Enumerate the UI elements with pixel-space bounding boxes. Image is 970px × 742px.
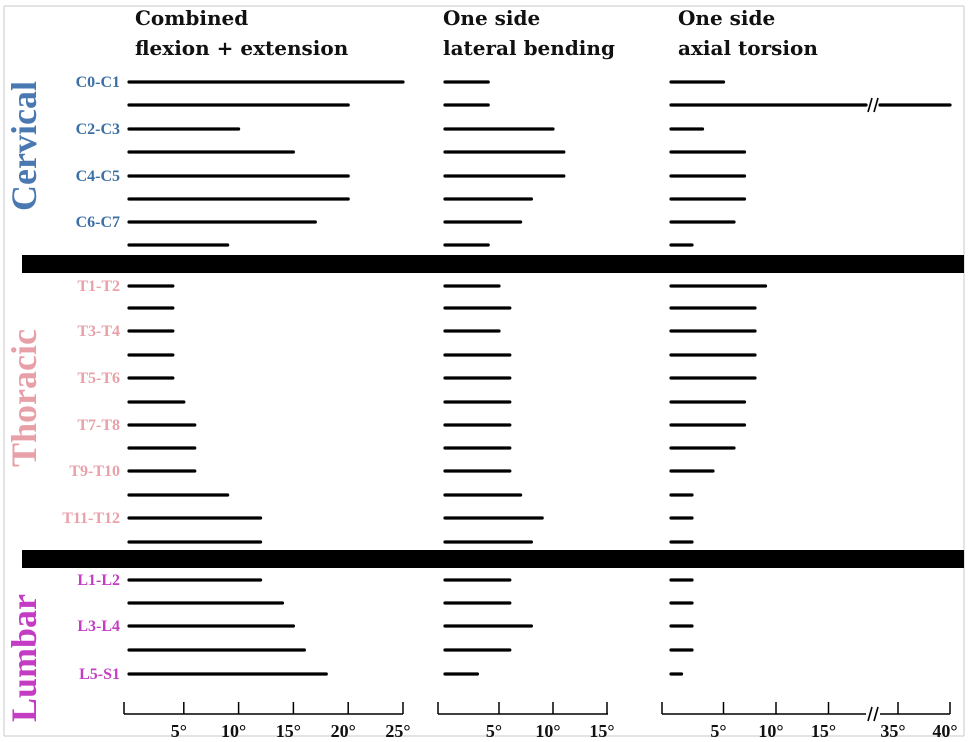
tick-label-flexion-extension-25: 25° [385, 721, 410, 741]
level-label-l5-s1: L5-S1 [79, 666, 120, 683]
tick-label-flexion-extension-20: 20° [331, 721, 356, 741]
panel-2-title-line-1: One side [443, 6, 540, 30]
tick-label-flexion-extension-10: 10° [221, 721, 246, 741]
tick-label-axial-torsion-35: 35° [880, 721, 905, 741]
panel-1-title-line-2: flexion + extension [135, 36, 349, 60]
tick-label-flexion-extension-5: 5° [171, 721, 187, 741]
level-labels: C0-C1 C2-C3 C4-C5 C6-C7 T1-T2 T3-T4 T5-T6 T7-T8… [62, 74, 120, 683]
tick-label-lateral-bending-10: 10° [535, 721, 560, 741]
level-label-t11-t12: T11-T12 [62, 510, 120, 527]
level-label-c4-c5: C4-C5 [76, 168, 120, 185]
thoracic-lumbar-separator [22, 550, 964, 568]
panel-3-title-line-1: One side [678, 6, 775, 30]
panel-2-title-line-2: lateral bending [443, 36, 615, 60]
tick-label-axial-torsion-10: 10° [758, 721, 783, 741]
region-label-lumbar: Lumbar [4, 594, 44, 722]
axes: 5° 10° 15° 20° 25° 5° 10° 15° 5° 10° 15° 35° 40° [123, 702, 958, 741]
region-label-thoracic: Thoracic [4, 329, 44, 467]
level-label-t5-t6: T5-T6 [77, 370, 120, 387]
level-label-t1-t2: T1-T2 [77, 278, 120, 295]
panel-1-title-line-1: Combined [135, 6, 248, 30]
tick-label-lateral-bending-15: 15° [589, 721, 614, 741]
bar-break-mark-a [867, 97, 873, 113]
level-label-c0-c1: C0-C1 [76, 74, 120, 91]
level-label-t9-t10: T9-T10 [69, 463, 120, 480]
panel-3-title-line-2: axial torsion [678, 36, 818, 60]
level-label-c6-c7: C6-C7 [76, 214, 120, 231]
axis-break-mark-b [873, 706, 879, 722]
bar-break-mark-b [873, 97, 879, 113]
axis-break-mark-a [867, 706, 873, 722]
level-label-l1-l2: L1-L2 [77, 572, 120, 589]
tick-label-axial-torsion-40: 40° [932, 721, 957, 741]
level-label-c2-c3: C2-C3 [76, 121, 120, 138]
bars [127, 80, 952, 676]
level-label-t7-t8: T7-T8 [77, 417, 120, 434]
region-label-cervical: Cervical [4, 81, 44, 211]
tick-label-flexion-extension-15: 15° [276, 721, 301, 741]
tick-label-axial-torsion-5: 5° [710, 721, 726, 741]
tick-label-axial-torsion-15: 15° [811, 721, 836, 741]
tick-label-lateral-bending-5: 5° [486, 721, 502, 741]
cervical-thoracic-separator [22, 255, 964, 273]
level-label-t3-t4: T3-T4 [77, 323, 120, 340]
level-label-l3-l4: L3-L4 [77, 618, 120, 635]
